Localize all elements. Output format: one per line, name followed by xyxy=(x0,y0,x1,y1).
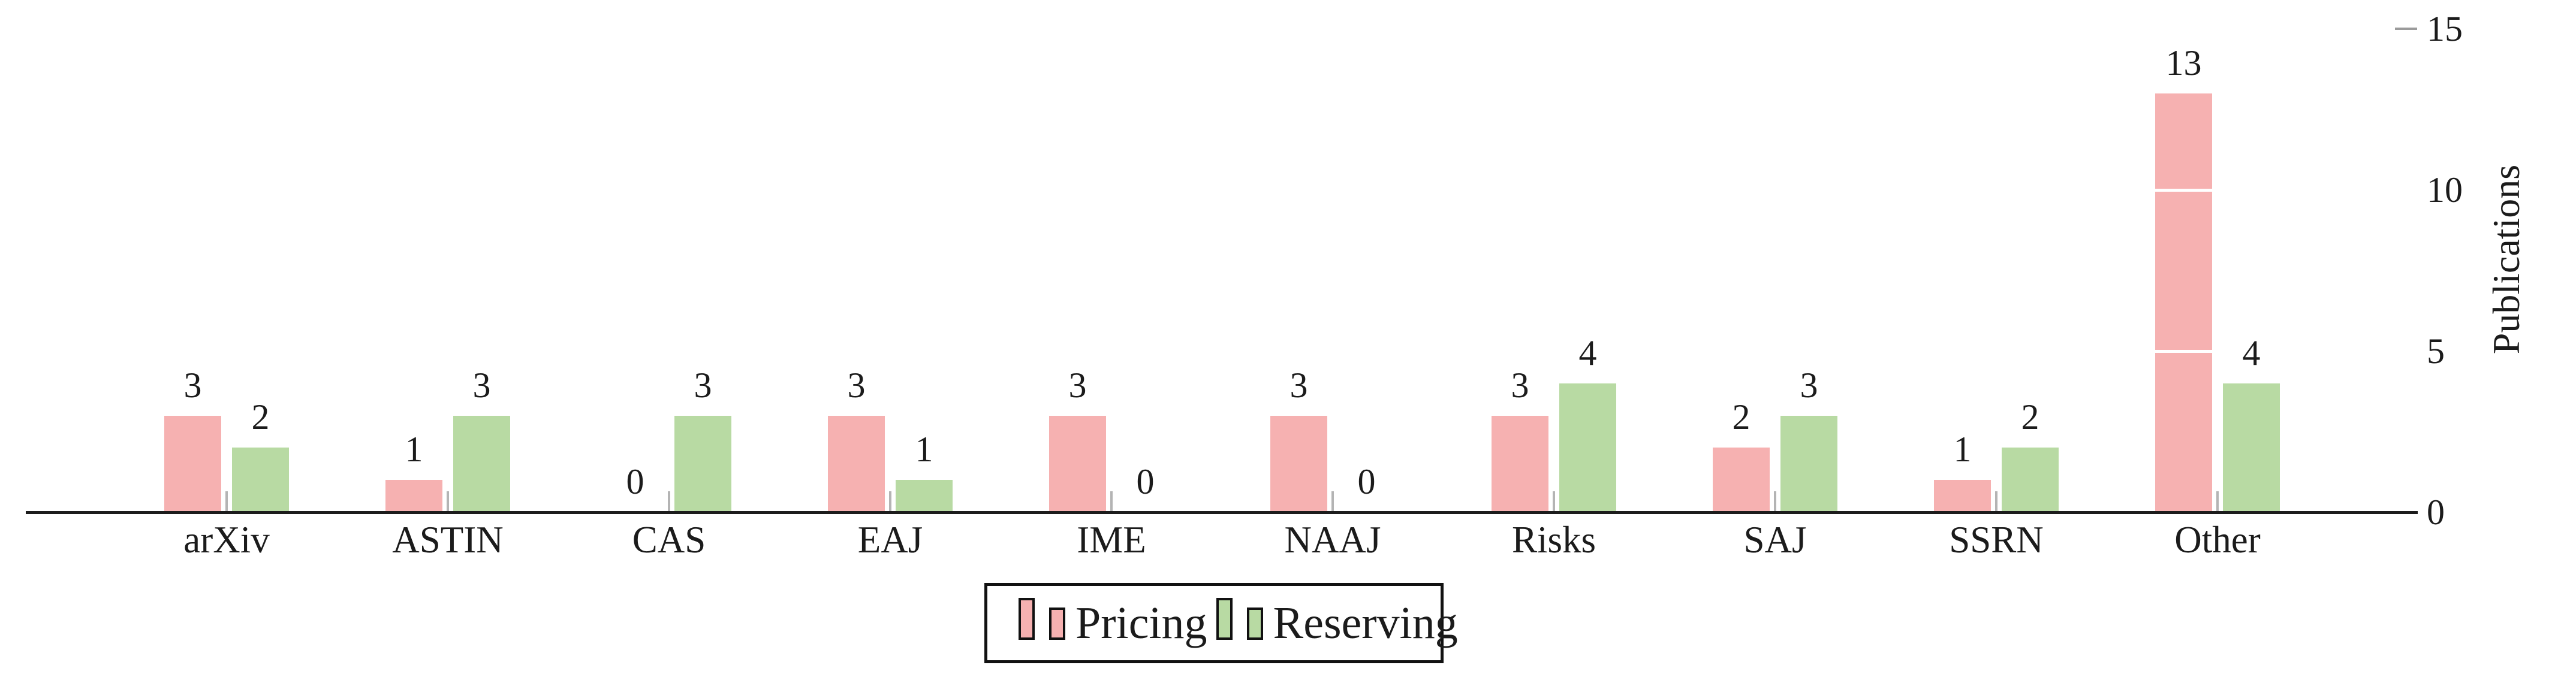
reserving-bar-pair-icon xyxy=(1216,598,1263,640)
bar-pricing-astin xyxy=(385,480,442,512)
x-tick-astin xyxy=(447,491,449,512)
x-tick-arxiv xyxy=(225,491,228,512)
bar-reserving-ssrn xyxy=(2002,448,2059,512)
bar-pricing-other xyxy=(2155,93,2212,512)
category-label-ssrn: SSRN xyxy=(1949,519,2044,561)
bar-reserving-arxiv xyxy=(232,448,289,512)
bar-pricing-arxiv xyxy=(164,415,221,512)
category-label-other: Other xyxy=(2174,519,2261,561)
y-tick-label-15: 15 xyxy=(2427,9,2463,49)
reserving-tall-bar-icon xyxy=(1216,598,1233,640)
x-tick-risks xyxy=(1553,491,1555,512)
value-label-reserving-astin: 3 xyxy=(472,365,491,405)
value-label-reserving-other: 4 xyxy=(2242,333,2261,373)
legend: Pricing Reserving xyxy=(984,583,1458,663)
pricing-tall-bar-icon xyxy=(1019,598,1035,640)
x-tick-cas xyxy=(668,491,670,512)
category-label-risks: Risks xyxy=(1511,519,1596,561)
pricing-short-bar-icon xyxy=(1049,608,1065,640)
category-label-ime: IME xyxy=(1077,519,1146,561)
value-label-reserving-arxiv: 2 xyxy=(251,397,270,437)
bar-pricing-ssrn xyxy=(1934,480,1991,512)
value-label-reserving-ime: 0 xyxy=(1136,462,1155,501)
y-axis-title: Publications xyxy=(2485,164,2527,355)
category-label-saj: SAJ xyxy=(1743,519,1807,561)
category-label-astin: ASTIN xyxy=(392,519,504,561)
value-label-pricing-cas: 0 xyxy=(626,462,644,501)
value-label-pricing-naaj: 3 xyxy=(1289,365,1308,405)
bar-reserving-astin xyxy=(453,415,510,512)
value-label-pricing-astin: 1 xyxy=(405,430,423,470)
x-tick-ssrn xyxy=(1995,491,1997,512)
y-tick-dash-15 xyxy=(2395,28,2417,31)
bar-reserving-saj xyxy=(1780,415,1837,512)
value-label-reserving-ssrn: 2 xyxy=(2021,397,2039,437)
category-label-arxiv: arXiv xyxy=(183,519,270,561)
bar-pricing-eaj xyxy=(828,415,885,512)
white-gridline-10 xyxy=(26,188,2418,192)
value-label-reserving-naaj: 0 xyxy=(1357,462,1376,501)
legend-label-reserving: Reserving xyxy=(1273,598,1458,648)
white-gridline-5 xyxy=(26,349,2418,353)
bar-reserving-other xyxy=(2223,383,2280,512)
x-tick-eaj xyxy=(889,491,891,512)
bar-reserving-cas xyxy=(674,415,731,512)
value-label-pricing-ssrn: 1 xyxy=(1953,430,1972,470)
x-tick-saj xyxy=(1774,491,1776,512)
category-label-eaj: EAJ xyxy=(857,519,923,561)
value-label-pricing-saj: 2 xyxy=(1732,397,1751,437)
category-label-naaj: NAAJ xyxy=(1284,519,1381,561)
y-tick-label-10: 10 xyxy=(2427,170,2463,210)
x-tick-ime xyxy=(1110,491,1113,512)
bar-pricing-ime xyxy=(1049,415,1106,512)
bar-pricing-risks xyxy=(1492,415,1548,512)
reserving-short-bar-icon xyxy=(1246,608,1263,640)
bar-pricing-naaj xyxy=(1270,415,1327,512)
value-label-reserving-saj: 3 xyxy=(1800,365,1818,405)
bar-reserving-eaj xyxy=(896,480,953,512)
value-label-reserving-cas: 3 xyxy=(694,365,712,405)
value-label-pricing-other: 13 xyxy=(2165,43,2202,83)
bar-reserving-risks xyxy=(1559,383,1616,512)
legend-entry-reserving: Reserving xyxy=(1216,598,1458,648)
pricing-bar-pair-icon xyxy=(1019,598,1065,640)
category-label-cas: CAS xyxy=(632,519,706,561)
x-tick-other xyxy=(2216,491,2219,512)
value-label-pricing-risks: 3 xyxy=(1511,365,1529,405)
legend-label-pricing: Pricing xyxy=(1075,598,1207,648)
y-tick-label-0: 0 xyxy=(2427,492,2445,532)
legend-entry-pricing: Pricing xyxy=(1019,598,1207,648)
value-label-pricing-arxiv: 3 xyxy=(183,365,202,405)
y-tick-label-5: 5 xyxy=(2427,331,2445,371)
bar-pricing-saj xyxy=(1713,448,1770,512)
value-label-pricing-eaj: 3 xyxy=(847,365,866,405)
value-label-reserving-risks: 4 xyxy=(1578,333,1597,373)
x-axis-line xyxy=(26,511,2418,514)
x-tick-naaj xyxy=(1331,491,1334,512)
value-label-reserving-eaj: 1 xyxy=(915,430,933,470)
value-label-pricing-ime: 3 xyxy=(1068,365,1087,405)
